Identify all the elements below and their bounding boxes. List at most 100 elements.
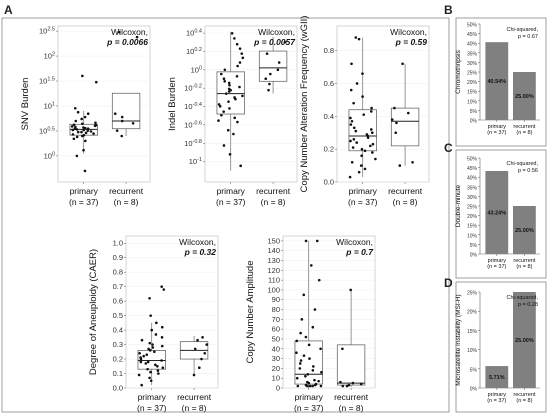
x-category-label: primary [295, 392, 324, 402]
data-point [306, 372, 310, 376]
y-tick-label: 10% [467, 233, 478, 239]
data-point [83, 115, 87, 119]
y-tick-label: 5% [470, 243, 478, 249]
y-axis-label: Copy Number Amplitude [245, 261, 256, 364]
y-tick-label: 0.7 [113, 282, 123, 291]
x-category-n: (n = 8) [182, 403, 207, 413]
x-category-label: primary [70, 186, 99, 196]
data-point [153, 350, 156, 354]
y-tick-label: 80 [272, 305, 280, 314]
data-point [295, 339, 299, 343]
chart-caer: 0.0 0.1 0.2 0.3 0.4 0.5 0.6 0.7 0.8 0.9 1.0 Degree … [88, 235, 219, 413]
y-tick-label: 0.4 [113, 326, 123, 335]
y-tick-label: 0 [276, 384, 280, 393]
data-point [241, 94, 244, 98]
data-point [349, 88, 353, 92]
y-tick-label: 10-0.2 [184, 84, 202, 93]
data-point [304, 374, 307, 378]
y-tick-label: 100 [267, 285, 280, 294]
y-tick-label: 50 [272, 334, 280, 343]
y-tick-label: 10 [272, 374, 280, 383]
x-category-n: (n = 8) [114, 197, 139, 207]
data-point [320, 371, 323, 374]
y-tick-label: 20% [467, 214, 478, 220]
chart-snv: 100 100.5 101 101.5 102 102.5 SNV Burden primar… [20, 25, 151, 207]
data-point [313, 308, 317, 311]
y-tick-label: 10-1 [189, 157, 202, 166]
data-point [300, 318, 304, 321]
x-category-label: primary [488, 124, 507, 130]
y-tick-label: 0% [470, 119, 478, 125]
data-point [74, 119, 78, 123]
x-category-label: recurrent [177, 392, 212, 402]
data-point [306, 380, 309, 384]
panel-d-frame [455, 281, 547, 413]
data-point [304, 335, 308, 339]
bar [485, 170, 509, 254]
x-category-n: (n = 8) [339, 403, 364, 413]
data-point [203, 351, 207, 355]
bar-value-label: 25.00% [515, 94, 534, 100]
y-tick-label: 20 [272, 364, 280, 373]
data-point [86, 129, 90, 132]
data-point [360, 154, 363, 158]
data-point [233, 96, 236, 99]
data-point [156, 369, 160, 372]
data-point [276, 68, 280, 72]
data-point [357, 37, 361, 41]
bar-value-label: 40.54% [487, 79, 506, 85]
panel-label-a: A [4, 3, 13, 17]
panel-label-d: D [444, 276, 453, 290]
x-category-n: (n = 37) [69, 197, 99, 207]
data-point [138, 351, 141, 355]
data-point [357, 170, 361, 174]
data-point [311, 325, 315, 329]
data-point [83, 169, 87, 173]
y-tick-label: 0.0 [324, 178, 334, 187]
y-tick-label: 0.4 [324, 112, 334, 121]
y-tick-label: 10% [467, 348, 478, 354]
data-point [193, 347, 197, 351]
y-tick-label: 0.6 [113, 297, 123, 306]
box-iqr [390, 107, 420, 147]
x-category-n: (n = 37) [487, 264, 506, 270]
y-tick-label: 60 [272, 325, 280, 334]
data-point [146, 360, 150, 364]
data-point [348, 175, 352, 179]
y-tick-label: 40 [272, 344, 280, 353]
stat-test-label: Wilcoxon, [258, 27, 295, 37]
data-point [160, 359, 163, 362]
data-point [140, 383, 143, 387]
x-category-n: (n = 37) [294, 403, 324, 413]
y-tick-label: 100.2 [186, 47, 202, 56]
y-tick-label: 100.4 [186, 29, 202, 38]
y-axis-label: Microsatellite Instability (MSI-H) [455, 294, 462, 385]
data-point [371, 142, 375, 146]
data-point [82, 126, 85, 129]
data-point [162, 288, 166, 291]
data-point [94, 121, 97, 125]
data-point [352, 126, 356, 130]
data-point [157, 372, 160, 375]
y-tick-label: 130 [267, 256, 280, 265]
data-point [139, 356, 142, 359]
data-point [359, 164, 363, 167]
data-point [113, 112, 117, 116]
y-tick-label: 30% [467, 195, 478, 201]
data-point [265, 52, 269, 55]
y-tick-label: 5% [470, 109, 478, 115]
data-point [355, 141, 358, 144]
data-point [154, 363, 157, 367]
chart-indel: 100.4 100.2 100 10-0.2 10-0.4 10-0.6 10-0.8 10-… [167, 25, 298, 207]
data-point [232, 132, 235, 136]
stat-test-label: Chi-squared, [507, 161, 539, 167]
data-point [299, 359, 303, 362]
data-point [350, 62, 353, 66]
data-point [131, 121, 135, 125]
data-point [82, 128, 86, 132]
data-point [363, 149, 367, 153]
data-point [140, 338, 144, 342]
data-point [351, 146, 355, 149]
x-category-n: (n = 8) [516, 264, 532, 270]
